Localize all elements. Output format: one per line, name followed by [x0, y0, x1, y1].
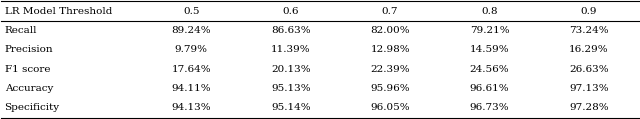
Text: Specificity: Specificity — [4, 103, 60, 112]
Text: 24.56%: 24.56% — [470, 65, 509, 74]
Text: 95.14%: 95.14% — [271, 103, 310, 112]
Text: Precision: Precision — [4, 45, 53, 54]
Text: 94.13%: 94.13% — [172, 103, 211, 112]
Text: 97.13%: 97.13% — [569, 84, 609, 93]
Text: 14.59%: 14.59% — [470, 45, 509, 54]
Text: 96.73%: 96.73% — [470, 103, 509, 112]
Text: 11.39%: 11.39% — [271, 45, 310, 54]
Text: 82.00%: 82.00% — [371, 26, 410, 35]
Text: 22.39%: 22.39% — [371, 65, 410, 74]
Text: LR Model Threshold: LR Model Threshold — [4, 7, 112, 16]
Text: F1 score: F1 score — [4, 65, 50, 74]
Text: 96.05%: 96.05% — [371, 103, 410, 112]
Text: 89.24%: 89.24% — [172, 26, 211, 35]
Text: 0.7: 0.7 — [382, 7, 398, 16]
Text: 0.6: 0.6 — [282, 7, 299, 16]
Text: 95.96%: 95.96% — [371, 84, 410, 93]
Text: 0.5: 0.5 — [183, 7, 200, 16]
Text: 9.79%: 9.79% — [175, 45, 208, 54]
Text: 96.61%: 96.61% — [470, 84, 509, 93]
Text: 95.13%: 95.13% — [271, 84, 310, 93]
Text: 26.63%: 26.63% — [569, 65, 609, 74]
Text: 17.64%: 17.64% — [172, 65, 211, 74]
Text: 73.24%: 73.24% — [569, 26, 609, 35]
Text: Accuracy: Accuracy — [4, 84, 53, 93]
Text: 97.28%: 97.28% — [569, 103, 609, 112]
Text: 12.98%: 12.98% — [371, 45, 410, 54]
Text: 16.29%: 16.29% — [569, 45, 609, 54]
Text: 79.21%: 79.21% — [470, 26, 509, 35]
Text: 86.63%: 86.63% — [271, 26, 310, 35]
Text: 94.11%: 94.11% — [172, 84, 211, 93]
Text: 0.8: 0.8 — [481, 7, 498, 16]
Text: 20.13%: 20.13% — [271, 65, 310, 74]
Text: 0.9: 0.9 — [580, 7, 597, 16]
Text: Recall: Recall — [4, 26, 37, 35]
